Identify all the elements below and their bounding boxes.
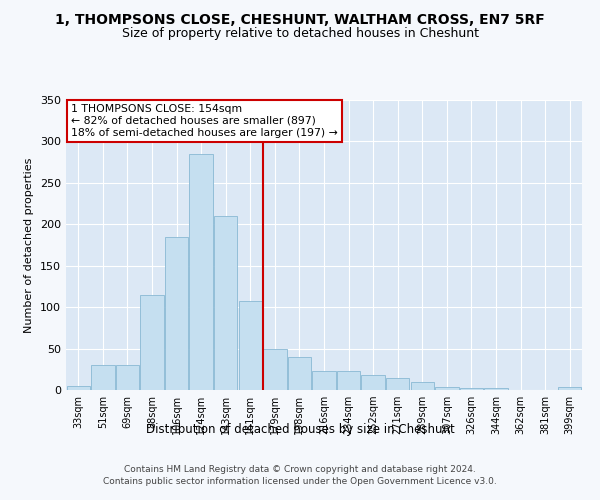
Text: Size of property relative to detached houses in Cheshunt: Size of property relative to detached ho… (121, 28, 479, 40)
Bar (558, 386, 581, 390)
Text: 1, THOMPSONS CLOSE, CHESHUNT, WALTHAM CROSS, EN7 5RF: 1, THOMPSONS CLOSE, CHESHUNT, WALTHAM CR… (55, 12, 545, 26)
Bar (140, 294, 164, 390)
Bar (288, 357, 311, 390)
Bar (337, 371, 360, 390)
Bar (410, 382, 434, 390)
Bar (435, 386, 458, 390)
Bar (214, 216, 238, 390)
Bar (484, 388, 508, 390)
Bar (313, 371, 335, 390)
Bar (460, 388, 483, 390)
Text: 1 THOMPSONS CLOSE: 154sqm
← 82% of detached houses are smaller (897)
18% of semi: 1 THOMPSONS CLOSE: 154sqm ← 82% of detac… (71, 104, 338, 138)
Bar (116, 365, 139, 390)
Bar (91, 365, 115, 390)
Bar (67, 386, 90, 390)
Bar (239, 302, 262, 390)
Text: Distribution of detached houses by size in Cheshunt: Distribution of detached houses by size … (146, 422, 454, 436)
Bar (190, 154, 213, 390)
Bar (263, 348, 287, 390)
Bar (361, 375, 385, 390)
Text: Contains public sector information licensed under the Open Government Licence v3: Contains public sector information licen… (103, 478, 497, 486)
Text: Contains HM Land Registry data © Crown copyright and database right 2024.: Contains HM Land Registry data © Crown c… (124, 465, 476, 474)
Y-axis label: Number of detached properties: Number of detached properties (25, 158, 34, 332)
Bar (386, 378, 409, 390)
Bar (165, 236, 188, 390)
